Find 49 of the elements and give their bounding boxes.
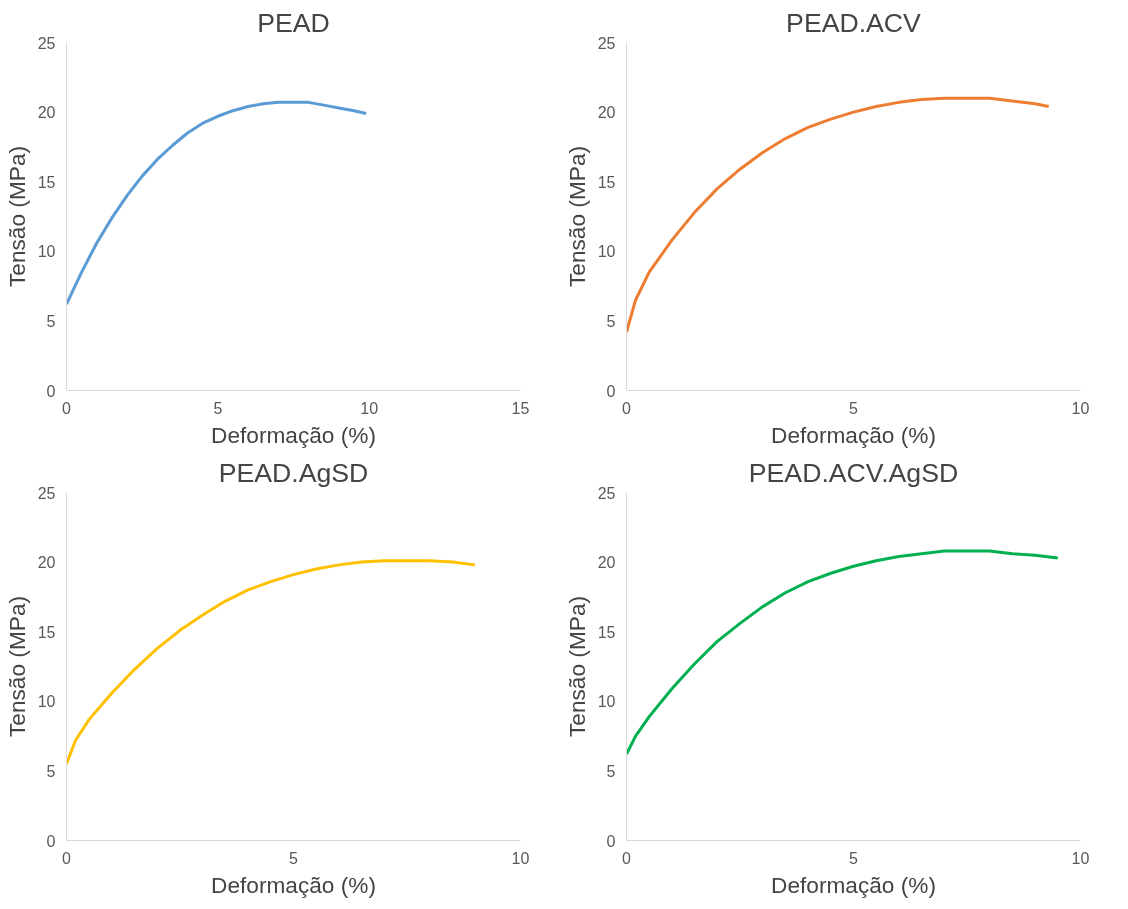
y-tick-label: 15 bbox=[597, 173, 616, 191]
x-tick-label: 5 bbox=[849, 399, 859, 417]
y-axis-title: Tensão (MPa) bbox=[3, 145, 30, 288]
x-axis-title: Deformação (%) bbox=[771, 871, 936, 898]
chart-title: PEAD.ACV.AgSD bbox=[748, 457, 959, 488]
y-tick-label: 5 bbox=[606, 312, 616, 330]
x-tick-label: 10 bbox=[1071, 849, 1090, 867]
x-axis-title: Deformação (%) bbox=[771, 421, 936, 448]
x-tick-label: 0 bbox=[622, 399, 632, 417]
y-axis-title: Tensão (MPa) bbox=[563, 145, 590, 288]
y-axis-title: Tensão (MPa) bbox=[563, 595, 590, 738]
x-tick-label: 0 bbox=[62, 849, 72, 867]
y-tick-label: 10 bbox=[37, 693, 56, 711]
x-tick-label: 5 bbox=[213, 399, 223, 417]
y-tick-label: 25 bbox=[37, 34, 56, 52]
x-tick-label: 15 bbox=[511, 399, 530, 417]
y-tick-label: 10 bbox=[597, 693, 616, 711]
x-axis-title: Deformação (%) bbox=[211, 871, 376, 898]
y-tick-label: 20 bbox=[37, 104, 56, 122]
y-tick-label: 10 bbox=[597, 243, 616, 261]
y-axis-title: Tensão (MPa) bbox=[3, 595, 30, 738]
y-tick-label: 0 bbox=[46, 382, 56, 400]
chart-title: PEAD.AgSD bbox=[218, 457, 369, 488]
y-tick-label: 25 bbox=[597, 484, 616, 502]
y-tick-label: 20 bbox=[37, 554, 56, 572]
y-tick-label: 5 bbox=[606, 762, 616, 780]
y-tick-label: 5 bbox=[46, 312, 56, 330]
x-tick-label: 10 bbox=[511, 849, 530, 867]
x-axis-title: Deformação (%) bbox=[211, 421, 376, 448]
y-tick-label: 0 bbox=[606, 832, 616, 850]
x-tick-label: 10 bbox=[1071, 399, 1090, 417]
y-tick-label: 15 bbox=[37, 173, 56, 191]
chart-title: PEAD bbox=[257, 7, 330, 38]
y-tick-label: 0 bbox=[46, 832, 56, 850]
y-tick-label: 15 bbox=[597, 623, 616, 641]
x-tick-label: 5 bbox=[849, 849, 859, 867]
x-tick-label: 0 bbox=[62, 399, 72, 417]
y-tick-label: 20 bbox=[597, 104, 616, 122]
y-tick-label: 5 bbox=[46, 762, 56, 780]
x-tick-label: 0 bbox=[622, 849, 632, 867]
y-tick-label: 25 bbox=[597, 34, 616, 52]
x-tick-label: 5 bbox=[289, 849, 299, 867]
y-tick-label: 15 bbox=[37, 623, 56, 641]
chart-title: PEAD.ACV bbox=[786, 7, 922, 38]
x-tick-label: 10 bbox=[360, 399, 379, 417]
y-tick-label: 25 bbox=[37, 484, 56, 502]
y-tick-label: 10 bbox=[37, 243, 56, 261]
y-tick-label: 20 bbox=[597, 554, 616, 572]
y-tick-label: 0 bbox=[606, 382, 616, 400]
